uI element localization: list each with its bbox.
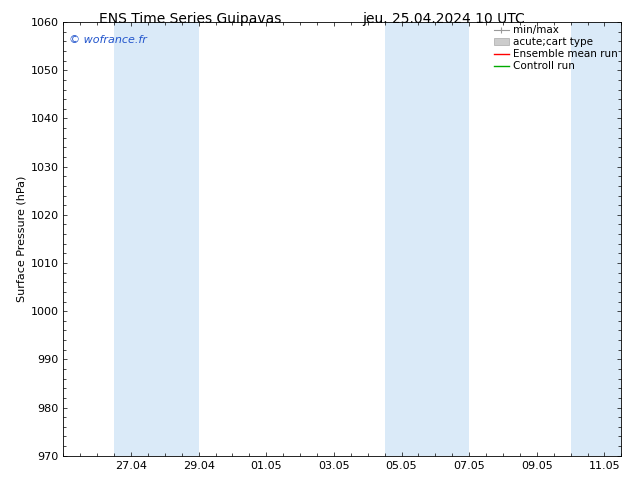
Text: ENS Time Series Guipavas: ENS Time Series Guipavas xyxy=(99,12,281,26)
Text: jeu. 25.04.2024 10 UTC: jeu. 25.04.2024 10 UTC xyxy=(363,12,525,26)
Legend: min/max, acute;cart type, Ensemble mean run, Controll run: min/max, acute;cart type, Ensemble mean … xyxy=(494,25,618,72)
Bar xyxy=(114,22,198,456)
Bar xyxy=(571,22,621,456)
Text: © wofrance.fr: © wofrance.fr xyxy=(69,35,147,45)
Y-axis label: Surface Pressure (hPa): Surface Pressure (hPa) xyxy=(16,176,26,302)
Bar xyxy=(385,22,469,456)
